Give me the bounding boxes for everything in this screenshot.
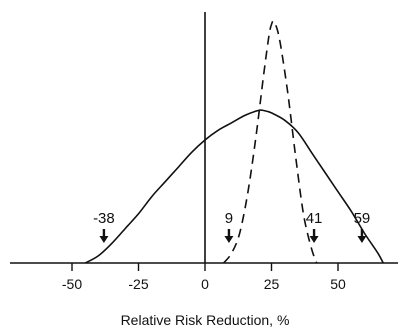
curves-layer bbox=[84, 20, 384, 264]
dashed-curve bbox=[222, 20, 318, 264]
annotation-label: 59 bbox=[354, 210, 371, 227]
annotation-label: -38 bbox=[93, 210, 115, 227]
annotation-arrow-head bbox=[99, 236, 109, 243]
axes-layer: -50 -25 0 25 50 bbox=[10, 12, 398, 292]
annotation-arrow-head bbox=[309, 236, 319, 243]
annotation-marker: 41 bbox=[306, 210, 323, 243]
annotation-arrow-head bbox=[224, 236, 234, 243]
annotation-label: 9 bbox=[225, 210, 233, 227]
annotation-label: 41 bbox=[306, 210, 323, 227]
annotation-arrow-head bbox=[357, 236, 367, 243]
annotation-marker: 9 bbox=[224, 210, 234, 243]
x-tick-label: 25 bbox=[264, 276, 280, 292]
x-axis-label: Relative Risk Reduction, % bbox=[121, 312, 290, 328]
x-tick-label: -25 bbox=[128, 276, 148, 292]
annotation-marker: -38 bbox=[93, 210, 115, 243]
x-tick-label: -50 bbox=[62, 276, 82, 292]
solid-curve bbox=[84, 109, 384, 264]
x-tick-label: 0 bbox=[201, 276, 209, 292]
annotation-marker: 59 bbox=[354, 210, 371, 243]
annotations-layer: -38 9 41 59 bbox=[93, 210, 370, 243]
x-tick-label: 50 bbox=[330, 276, 346, 292]
